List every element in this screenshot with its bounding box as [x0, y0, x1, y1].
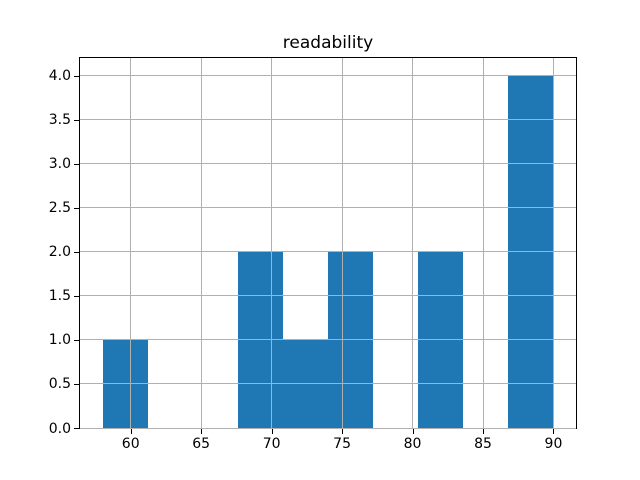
x-tick-label: 70: [262, 436, 281, 452]
x-gridline: [130, 58, 132, 428]
plot-area: [79, 57, 577, 429]
x-tick-label: 60: [121, 436, 140, 452]
y-gridline: [80, 251, 576, 253]
x-tick-label: 65: [192, 436, 211, 452]
x-tick-mark: [412, 429, 414, 434]
x-tick-label: 80: [403, 436, 422, 452]
x-gridline: [482, 58, 484, 428]
x-tick-mark: [201, 429, 203, 434]
x-tick-mark: [342, 429, 344, 434]
y-gridline: [80, 427, 576, 429]
y-tick-mark: [74, 75, 79, 77]
x-gridline: [552, 58, 554, 428]
y-tick-mark: [74, 207, 79, 209]
y-gridline: [80, 383, 576, 385]
x-gridline: [341, 58, 343, 428]
y-tick-mark: [74, 163, 79, 165]
y-tick-mark: [74, 251, 79, 253]
x-tick-mark: [483, 429, 484, 434]
x-gridline: [200, 58, 202, 428]
y-gridline: [80, 339, 576, 341]
x-tick-mark: [130, 429, 132, 434]
x-gridline: [271, 58, 273, 428]
y-gridline: [80, 119, 576, 121]
y-tick-mark: [74, 119, 79, 121]
chart-title: readability: [282, 33, 374, 53]
x-tick-label: 75: [333, 436, 351, 452]
y-gridline: [80, 207, 576, 209]
x-tick-mark: [271, 429, 273, 434]
y-tick-label: 0.5: [48, 376, 71, 393]
y-tick-label: 1.5: [48, 288, 71, 305]
x-tick-label: 85: [474, 436, 492, 452]
y-tick-mark: [74, 428, 79, 429]
x-tick-mark: [553, 429, 555, 434]
y-tick-mark: [74, 295, 79, 297]
x-tick-label: 90: [544, 436, 563, 452]
y-tick-label: 0.0: [48, 420, 71, 437]
y-tick-label: 3.0: [48, 156, 71, 173]
y-tick-label: 2.5: [48, 200, 71, 217]
y-tick-label: 3.5: [48, 112, 71, 129]
y-tick-mark: [74, 383, 79, 385]
y-tick-label: 2.0: [48, 244, 71, 261]
y-tick-mark: [74, 339, 79, 341]
y-tick-label: 4.0: [48, 68, 71, 85]
y-gridline: [80, 163, 576, 165]
y-tick-label: 1.0: [48, 332, 71, 349]
y-gridline: [80, 295, 576, 297]
y-gridline: [80, 75, 576, 77]
x-gridline: [412, 58, 414, 428]
